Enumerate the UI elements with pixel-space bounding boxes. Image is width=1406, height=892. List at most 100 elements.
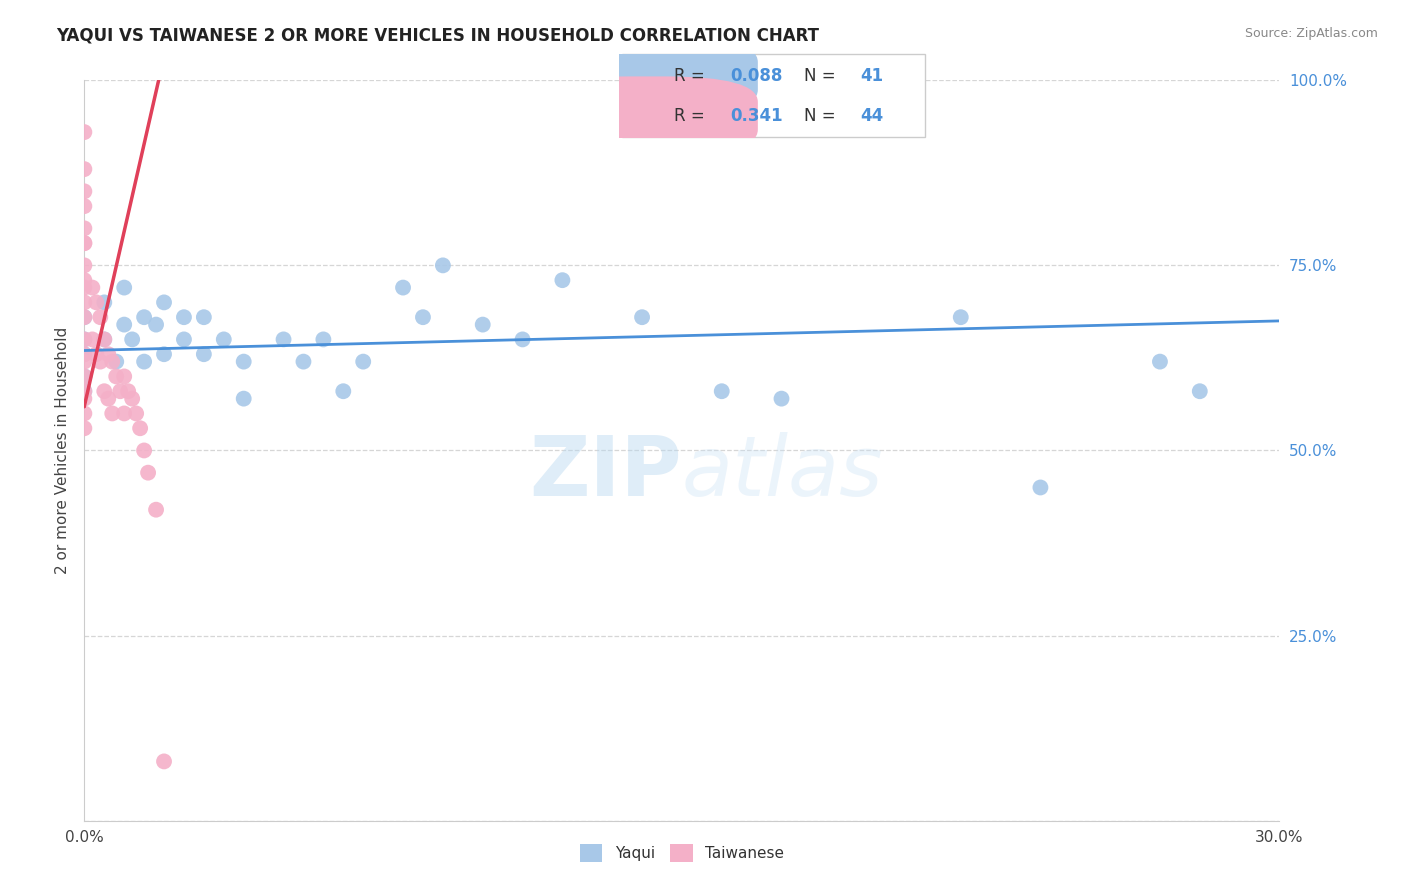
Text: Source: ZipAtlas.com: Source: ZipAtlas.com bbox=[1244, 27, 1378, 40]
Point bbox=[93, 332, 115, 346]
Point bbox=[710, 384, 733, 399]
Point bbox=[145, 502, 167, 516]
Point bbox=[73, 184, 96, 198]
Point bbox=[73, 280, 96, 294]
Text: N =: N = bbox=[804, 107, 841, 125]
Point bbox=[73, 421, 96, 435]
Legend: Yaqui, Taiwanese: Yaqui, Taiwanese bbox=[574, 838, 790, 869]
Point bbox=[93, 295, 115, 310]
Point bbox=[86, 295, 108, 310]
Point bbox=[73, 347, 96, 361]
Point bbox=[97, 392, 120, 406]
Point bbox=[73, 347, 96, 361]
Point bbox=[82, 332, 104, 346]
Point bbox=[212, 332, 235, 346]
Point bbox=[73, 273, 96, 287]
Point bbox=[412, 310, 434, 325]
Point bbox=[73, 332, 96, 346]
Text: 0.088: 0.088 bbox=[730, 68, 782, 86]
FancyBboxPatch shape bbox=[538, 37, 758, 115]
Point bbox=[512, 332, 534, 346]
Point bbox=[105, 369, 128, 384]
Point bbox=[82, 280, 104, 294]
Point bbox=[112, 407, 135, 421]
Point bbox=[73, 332, 96, 346]
Point bbox=[97, 347, 120, 361]
Point bbox=[153, 295, 176, 310]
Point bbox=[132, 354, 156, 368]
Point bbox=[73, 354, 96, 368]
Point bbox=[93, 384, 115, 399]
Point bbox=[432, 259, 454, 273]
Point bbox=[232, 392, 254, 406]
Text: R =: R = bbox=[675, 68, 710, 86]
Point bbox=[125, 407, 148, 421]
Point bbox=[312, 332, 335, 346]
Point bbox=[73, 221, 96, 235]
Text: atlas: atlas bbox=[682, 432, 883, 513]
Point bbox=[73, 310, 96, 325]
Point bbox=[101, 407, 124, 421]
Point bbox=[145, 318, 167, 332]
Point bbox=[551, 273, 574, 287]
Y-axis label: 2 or more Vehicles in Household: 2 or more Vehicles in Household bbox=[55, 326, 70, 574]
Point bbox=[1149, 354, 1171, 368]
Point bbox=[73, 162, 96, 177]
Point bbox=[73, 310, 96, 325]
Point bbox=[132, 443, 156, 458]
Point bbox=[73, 369, 96, 384]
Point bbox=[73, 384, 96, 399]
Point bbox=[292, 354, 315, 368]
Point bbox=[949, 310, 972, 325]
Text: 41: 41 bbox=[860, 68, 883, 86]
Point bbox=[117, 384, 139, 399]
Point bbox=[73, 407, 96, 421]
Point bbox=[392, 280, 415, 294]
Text: 44: 44 bbox=[860, 107, 883, 125]
Point bbox=[73, 369, 96, 384]
Point bbox=[332, 384, 354, 399]
Point bbox=[132, 310, 156, 325]
Point bbox=[110, 384, 132, 399]
Point bbox=[129, 421, 152, 435]
Point bbox=[136, 466, 159, 480]
Point bbox=[471, 318, 494, 332]
Point bbox=[273, 332, 295, 346]
Point bbox=[101, 354, 124, 368]
Point bbox=[193, 310, 215, 325]
Point bbox=[93, 332, 115, 346]
Point bbox=[73, 199, 96, 213]
Point bbox=[173, 332, 195, 346]
Text: 0.341: 0.341 bbox=[730, 107, 783, 125]
Text: N =: N = bbox=[804, 68, 841, 86]
Point bbox=[105, 354, 128, 368]
Point bbox=[73, 236, 96, 251]
Point bbox=[73, 295, 96, 310]
Point bbox=[73, 125, 96, 139]
Text: R =: R = bbox=[675, 107, 710, 125]
Point bbox=[73, 259, 96, 273]
Point bbox=[153, 755, 176, 769]
Point bbox=[89, 310, 111, 325]
Point bbox=[232, 354, 254, 368]
Point bbox=[112, 280, 135, 294]
Text: YAQUI VS TAIWANESE 2 OR MORE VEHICLES IN HOUSEHOLD CORRELATION CHART: YAQUI VS TAIWANESE 2 OR MORE VEHICLES IN… bbox=[56, 27, 820, 45]
Point bbox=[112, 318, 135, 332]
Point bbox=[193, 347, 215, 361]
Point bbox=[89, 354, 111, 368]
Point bbox=[73, 384, 96, 399]
Point bbox=[112, 369, 135, 384]
Point bbox=[73, 236, 96, 251]
Point bbox=[1188, 384, 1211, 399]
FancyBboxPatch shape bbox=[621, 54, 925, 137]
Point bbox=[73, 392, 96, 406]
FancyBboxPatch shape bbox=[538, 77, 758, 155]
Point bbox=[121, 332, 143, 346]
Point bbox=[352, 354, 374, 368]
Point bbox=[770, 392, 793, 406]
Point bbox=[1029, 480, 1052, 494]
Point bbox=[86, 347, 108, 361]
Point bbox=[631, 310, 654, 325]
Point bbox=[153, 347, 176, 361]
Point bbox=[173, 310, 195, 325]
